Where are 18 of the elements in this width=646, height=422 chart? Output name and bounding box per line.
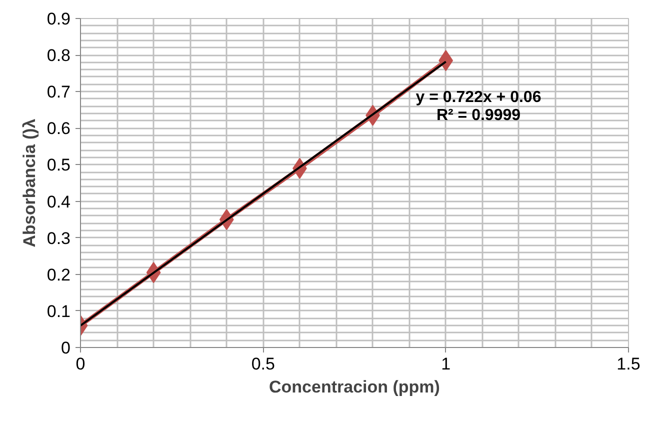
y-tick-label: 0.8 (46, 46, 71, 66)
y-tick-label: 0.9 (46, 10, 71, 28)
y-axis-title: Absorbancia ()λ (20, 118, 39, 248)
annotation: y = 0.722x + 0.06 (416, 89, 542, 106)
y-tick-label: 0 (61, 338, 71, 358)
y-tick-label: 0.7 (46, 82, 71, 102)
y-tick-label: 0.3 (46, 228, 71, 248)
y-tick-label: 0.2 (46, 265, 71, 284)
x-axis-title: Concentracion (ppm) (269, 378, 440, 396)
x-tick-label: 1.5 (616, 354, 640, 374)
x-tick-label: 0 (76, 354, 86, 374)
y-tick-label: 0.5 (46, 156, 71, 175)
x-tick-label: 1 (441, 354, 451, 374)
y-tick-label: 0.4 (46, 192, 71, 212)
annotation: R² = 0.9999 (436, 107, 521, 124)
y-tick-label: 0.1 (46, 302, 71, 321)
x-tick-label: 0.5 (251, 354, 275, 374)
y-tick-label: 0.6 (46, 119, 71, 138)
